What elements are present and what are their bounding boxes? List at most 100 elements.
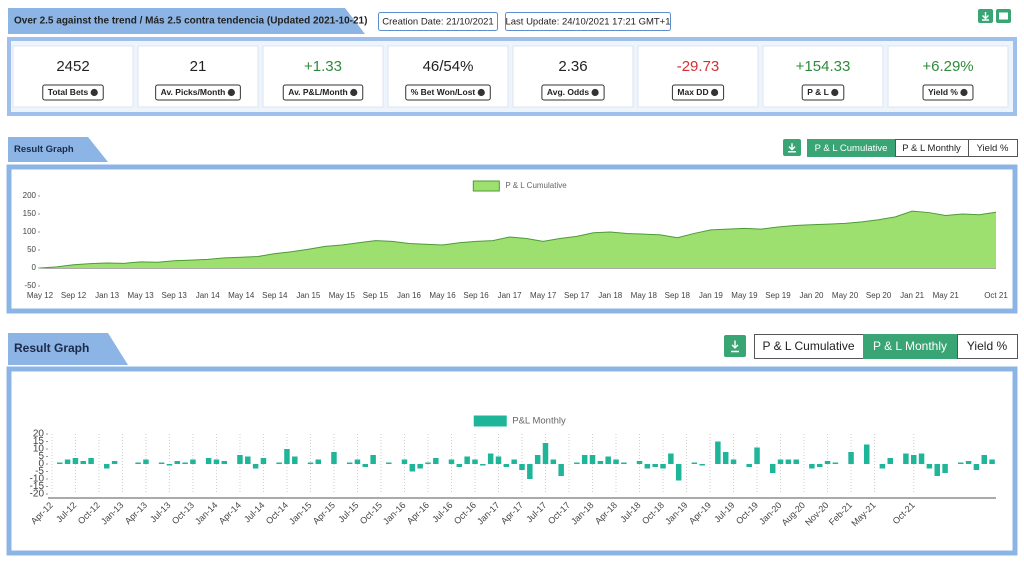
bar: [276, 462, 282, 464]
toggle-label: Yield %: [967, 339, 1008, 353]
info-icon: [710, 88, 719, 97]
bar: [64, 459, 71, 464]
bar: [879, 464, 886, 469]
date-box: [505, 12, 671, 31]
y-tick-label: -5: [35, 466, 44, 477]
bar: [754, 447, 760, 464]
bar: [527, 464, 533, 479]
x-tick-label: Sep 15: [363, 291, 389, 300]
title-tab: [8, 8, 365, 34]
y-tick-label: -20: [30, 489, 45, 500]
bar: [793, 459, 799, 464]
stat-card: [387, 45, 509, 108]
bar: [370, 455, 376, 464]
email-glyph: [999, 12, 1008, 20]
bar: [848, 452, 854, 464]
bar: [777, 459, 784, 464]
y-tick-label: 50: [27, 245, 36, 254]
bar: [511, 459, 517, 464]
bar: [903, 453, 909, 464]
x-tick-label: May 15: [329, 291, 356, 300]
x-tick-label: Jan 15: [296, 291, 321, 300]
stat-label-box: [671, 84, 725, 101]
bar: [386, 462, 392, 464]
stat-label: Total Bets: [48, 87, 89, 97]
bar: [965, 461, 972, 464]
y-tick-label: 20: [33, 429, 45, 440]
stat-label: % Bet Won/Lost: [411, 87, 476, 97]
bar: [401, 459, 408, 464]
section-tab: [8, 333, 128, 365]
y-tick-label: 5: [38, 451, 44, 462]
toggle-label: P & L Cumulative: [815, 143, 888, 154]
x-tick-label: May 18: [631, 291, 658, 300]
bar: [80, 461, 86, 464]
bar: [284, 449, 290, 464]
x-tick-label: Sep 20: [866, 291, 892, 300]
bar: [542, 443, 549, 464]
download-glyph: [731, 340, 739, 353]
bar: [989, 459, 995, 464]
bar: [237, 455, 243, 464]
bar: [730, 459, 737, 464]
section-title: Result Graph: [14, 144, 74, 155]
bar: [668, 453, 674, 464]
bar: [111, 461, 118, 464]
stat-value: +154.33: [796, 58, 851, 75]
bar: [589, 455, 596, 464]
bar: [973, 464, 980, 470]
section-tab: [8, 137, 108, 162]
bar: [409, 464, 416, 472]
stat-card: [637, 45, 759, 108]
toggle-button[interactable]: [957, 334, 1018, 359]
stat-value: 46/54%: [423, 58, 474, 75]
y-tick-label: 15: [33, 436, 45, 447]
bar: [221, 461, 228, 464]
bar: [425, 462, 431, 464]
bar: [769, 464, 776, 473]
x-tick-label: Sep 13: [161, 291, 187, 300]
stat-card: [12, 45, 134, 108]
y-tick-label: 10: [33, 444, 45, 455]
stat-label-box: [541, 84, 605, 101]
x-tick-label: Jan 14: [196, 291, 221, 300]
x-tick-label: Jan 16: [397, 291, 422, 300]
toggle-button[interactable]: [863, 334, 958, 359]
creation-date: Creation Date: 21/10/2021: [382, 17, 493, 28]
bar: [613, 459, 619, 464]
bar: [472, 459, 478, 464]
bar: [495, 456, 502, 464]
bar: [675, 464, 682, 481]
bar: [605, 456, 611, 464]
bar: [550, 459, 557, 464]
toggle-button[interactable]: [968, 139, 1018, 157]
x-tick-label: Jan 19: [699, 291, 724, 300]
legend-label: P & L Cumulative: [505, 181, 567, 190]
legend-label: P&L Monthly: [512, 416, 566, 427]
info-icon: [90, 88, 98, 97]
bar: [362, 464, 369, 467]
legend-swatch: [473, 415, 507, 427]
x-tick-label: Sep 14: [262, 291, 288, 300]
x-tick-label: May 19: [731, 291, 758, 300]
y-tick-label: 100: [23, 227, 37, 236]
info-icon: [227, 88, 235, 97]
bar: [934, 464, 940, 476]
date-box: [378, 12, 498, 31]
bar: [558, 464, 564, 476]
bar: [315, 459, 322, 464]
y-tick-label: -50: [24, 281, 36, 290]
bar: [174, 461, 181, 464]
bar: [292, 456, 298, 464]
bar: [205, 458, 212, 464]
x-tick-label: Sep 18: [665, 291, 691, 300]
bar: [942, 464, 948, 473]
x-tick-label: Sep 17: [564, 291, 590, 300]
y-tick-label: 200: [23, 191, 37, 200]
info-icon: [960, 88, 968, 97]
stat-card: [262, 45, 384, 108]
stat-label-box: [801, 84, 845, 101]
bar: [331, 452, 337, 464]
toggle-button[interactable]: [754, 334, 864, 359]
